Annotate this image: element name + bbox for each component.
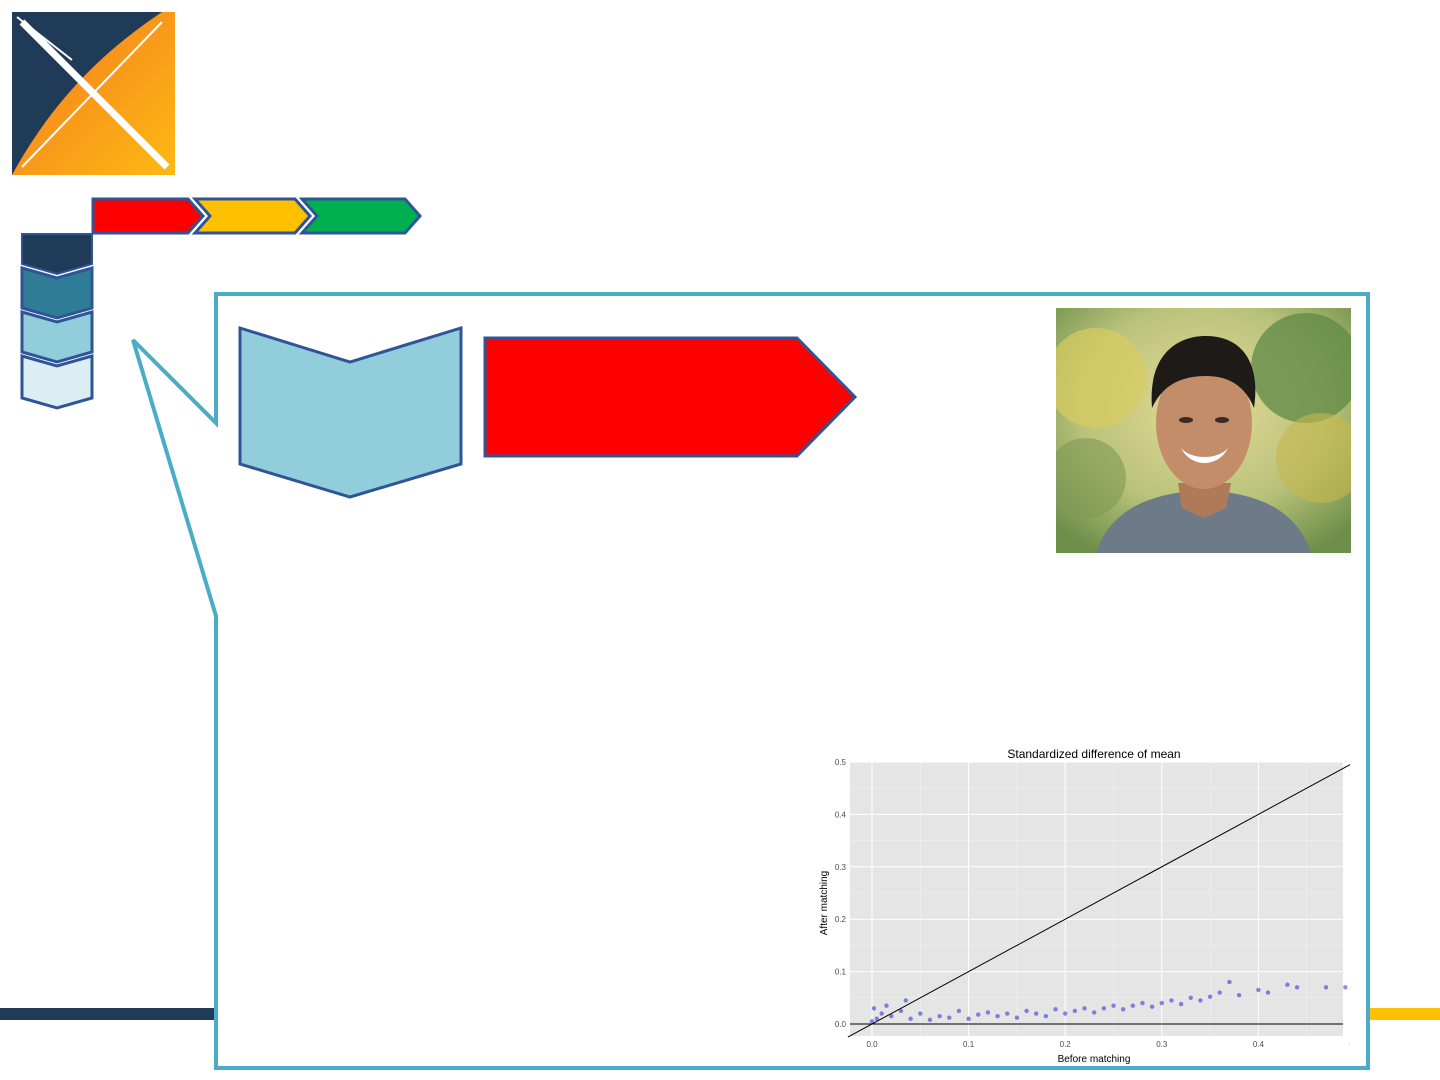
chart-xlabel: Before matching: [1058, 1054, 1131, 1065]
data-point: [1015, 1016, 1019, 1020]
data-point: [884, 1003, 888, 1007]
data-point: [1343, 985, 1347, 989]
data-point: [1034, 1011, 1038, 1015]
data-point: [872, 1006, 876, 1010]
x-tick-label: 0.1: [963, 1040, 975, 1049]
data-point: [1208, 995, 1212, 999]
data-point: [1285, 983, 1289, 987]
data-point: [889, 1014, 893, 1018]
data-point: [995, 1014, 999, 1018]
data-point: [1198, 998, 1202, 1002]
plot-panel: [850, 762, 1343, 1036]
data-point: [875, 1017, 879, 1021]
data-point: [908, 1017, 912, 1021]
data-point: [1024, 1009, 1028, 1013]
person-portrait-photo: [1056, 308, 1351, 553]
x-tick-label: 0.2: [1060, 1040, 1072, 1049]
data-point: [879, 1011, 883, 1015]
data-point: [1295, 985, 1299, 989]
data-point: [870, 1019, 874, 1023]
data-point: [1266, 990, 1270, 994]
data-point: [1140, 1001, 1144, 1005]
data-point: [1324, 985, 1328, 989]
data-point: [1044, 1014, 1048, 1018]
data-point: [976, 1012, 980, 1016]
data-point: [1111, 1003, 1115, 1007]
y-tick-label: 0.5: [835, 758, 847, 767]
y-tick-label: 0.0: [835, 1020, 847, 1029]
y-tick-label: 0.1: [835, 968, 847, 977]
data-point: [1053, 1007, 1057, 1011]
data-point: [1227, 980, 1231, 984]
x-tick-label: 0.0: [866, 1040, 878, 1049]
data-point: [1005, 1011, 1009, 1015]
data-point: [918, 1011, 922, 1015]
data-point: [1237, 993, 1241, 997]
data-point: [1073, 1009, 1077, 1013]
x-tick-label: 0.3: [1156, 1040, 1168, 1049]
callout-red-arrow: [485, 338, 855, 456]
data-point: [1150, 1005, 1154, 1009]
y-tick-label: 0.3: [835, 863, 847, 872]
data-point: [1131, 1003, 1135, 1007]
data-point: [957, 1009, 961, 1013]
y-tick-label: 0.4: [835, 810, 847, 819]
data-point: [1063, 1011, 1067, 1015]
data-point: [1092, 1010, 1096, 1014]
x-tick-label: 0.5: [1349, 1040, 1350, 1049]
data-point: [1218, 990, 1222, 994]
data-point: [1169, 998, 1173, 1002]
data-point: [937, 1014, 941, 1018]
x-tick-label: 0.4: [1253, 1040, 1265, 1049]
data-point: [1179, 1002, 1183, 1006]
data-point: [1082, 1006, 1086, 1010]
data-point: [928, 1018, 932, 1022]
data-point: [966, 1017, 970, 1021]
data-point: [1102, 1006, 1106, 1010]
chart-ylabel: After matching: [819, 871, 830, 935]
data-point: [1189, 996, 1193, 1000]
data-point: [986, 1010, 990, 1014]
std-diff-scatter-chart: Standardized difference of mean Before m…: [805, 742, 1350, 1067]
y-tick-label: 0.2: [835, 915, 847, 924]
data-point: [1121, 1007, 1125, 1011]
data-point: [947, 1016, 951, 1020]
data-point: [1256, 988, 1260, 992]
data-point: [1160, 1001, 1164, 1005]
data-point: [904, 998, 908, 1002]
data-point: [899, 1009, 903, 1013]
chart-title: Standardized difference of mean: [1007, 747, 1180, 761]
